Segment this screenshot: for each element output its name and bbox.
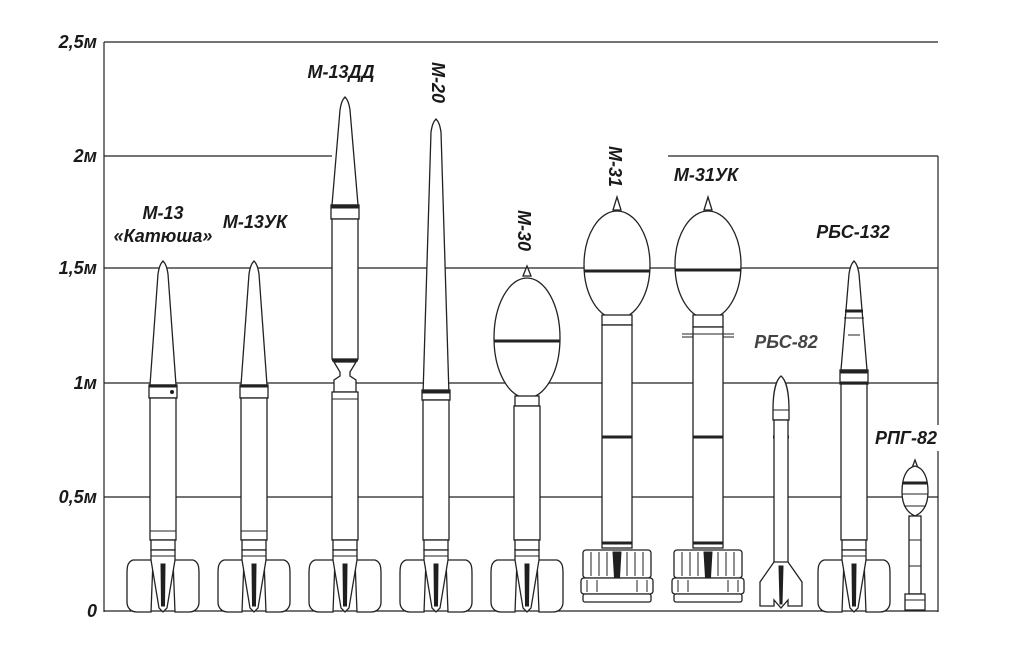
rocket-label-m31: М-31 xyxy=(605,146,625,187)
rocket-m13dd: М-13ДД xyxy=(307,62,382,613)
rocket-m31uk: М-31УК xyxy=(671,165,745,603)
rocket-m20: М-20 xyxy=(399,62,473,613)
motor-m13 xyxy=(149,397,177,541)
warhead-m31uk xyxy=(674,210,742,320)
fins-rbs132 xyxy=(817,549,891,613)
rocket-label-rpg82: РПГ-82 xyxy=(875,428,937,448)
motor-rpg82 xyxy=(908,515,922,595)
rocket-rpg82: РПГ-82 xyxy=(868,425,940,611)
motor-m20 xyxy=(422,399,450,541)
scale-label-0-5m: 0,5м xyxy=(59,487,97,507)
fins-m20 xyxy=(399,549,473,613)
fins-m13uk xyxy=(217,549,291,613)
warhead-m13uk xyxy=(240,260,268,386)
rocket-label-m31uk: М-31УК xyxy=(674,165,740,185)
scale-label-2m: 2м xyxy=(73,146,97,166)
warhead-m13 xyxy=(149,260,177,386)
body-m20 xyxy=(422,118,450,396)
rocket-label-rbs82: РБС-82 xyxy=(754,332,818,352)
rocket-m13uk: М-13УК xyxy=(217,212,291,613)
rocket-label-m13: М-13 xyxy=(142,203,183,223)
warhead-m30 xyxy=(493,277,561,399)
rocket-label-m20: М-20 xyxy=(428,62,448,103)
rocket-m31: М-31 xyxy=(580,146,654,603)
fins-m13 xyxy=(126,549,200,613)
warhead-rpg82 xyxy=(901,465,929,517)
rocket-label-m13uk: М-13УК xyxy=(223,212,289,232)
rocket-label-m30: М-30 xyxy=(514,210,534,251)
motor-upper-m13dd xyxy=(331,218,359,360)
scale-label-1m: 1м xyxy=(74,373,97,393)
rocket-rbs132: РБС-132 xyxy=(816,222,891,613)
fins-m31uk xyxy=(671,549,745,603)
scale-label-2-5m: 2,5м xyxy=(58,32,97,52)
motor-m30 xyxy=(513,405,541,541)
motor-rbs82 xyxy=(773,419,789,567)
motor-rbs132 xyxy=(840,383,868,541)
warhead-m31 xyxy=(583,210,651,320)
motor-lower-m13dd xyxy=(331,391,359,541)
scale-labels: 2,5м 2м 1,5м 1м 0,5м 0 xyxy=(58,32,97,621)
scale-label-0: 0 xyxy=(87,601,97,621)
scale-label-1-5m: 1,5м xyxy=(59,258,97,278)
fins-m31 xyxy=(580,549,654,603)
rocket-rbs82: РБС-82 xyxy=(742,330,822,609)
rocket-subtitle-m13: «Катюша» xyxy=(114,226,213,246)
motor-m13uk xyxy=(240,397,268,541)
fins-m13dd xyxy=(308,549,382,613)
fins-m30 xyxy=(490,549,564,613)
rocket-m30: М-30 xyxy=(490,210,564,613)
rocket-label-m13dd: М-13ДД xyxy=(307,62,374,82)
warhead-m13dd xyxy=(331,96,359,206)
tail-rpg82 xyxy=(904,593,926,611)
warhead-rbs132 xyxy=(840,260,868,371)
rocket-m13: М-13 «Катюша» xyxy=(114,203,213,613)
rocket-label-rbs132: РБС-132 xyxy=(816,222,890,242)
